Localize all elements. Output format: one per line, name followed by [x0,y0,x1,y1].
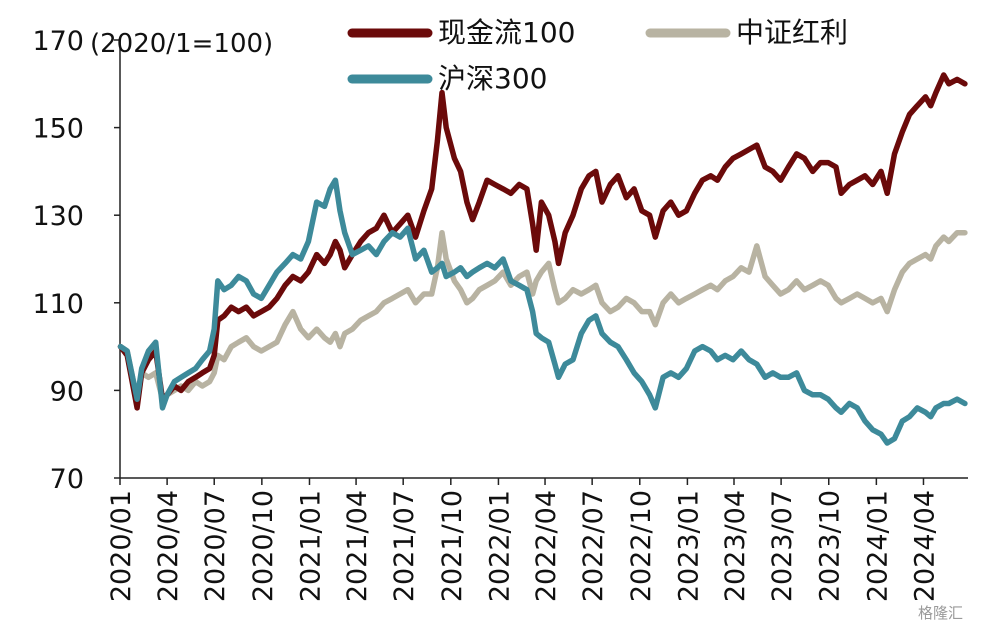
x-tick-label: 2020/07 [200,490,231,602]
watermark: 格隆汇 [918,604,963,622]
y-axis-note: (2020/1=100) [90,29,273,59]
x-tick-label: 2023/01 [673,490,704,602]
y-tick-label: 90 [50,376,84,407]
x-tick-label: 2022/10 [626,490,657,602]
x-tick-label: 2023/10 [815,490,846,602]
series-line-cashflow [117,72,968,411]
x-tick-label: 2020/10 [248,490,279,602]
legend-item-dividend: 中证红利 [645,16,848,49]
x-tick-label: 2024/01 [862,490,893,602]
x-tick-label: 2021/07 [389,490,420,602]
x-tick-label: 2021/10 [437,490,468,602]
x-tick-label: 2021/04 [342,490,373,602]
y-tick-label: 70 [50,464,84,495]
legend: 现金流100 中证红利 沪深300 [347,16,848,95]
y-tick-label: 170 [32,26,84,57]
series-group [117,72,968,446]
legend-label-csi300: 沪深300 [438,62,547,95]
series-line-csi300 [117,177,968,446]
x-tick-label: 2023/04 [720,490,751,602]
x-tick-label: 2020/01 [106,490,137,602]
x-tick-label: 2021/01 [295,490,326,602]
x-ticks: 2020/01 2020/04 2020/07 2020/10 2021/01 2021/… [106,478,940,602]
x-tick-label: 2024/04 [909,490,940,602]
y-tick-label: 150 [32,114,84,145]
x-tick-label: 2023/07 [767,490,798,602]
y-ticks: 70 90 110 130 150 170 [32,26,120,495]
legend-label-cashflow: 现金流100 [438,16,575,49]
series-line-dividend [117,229,968,402]
x-tick-label: 2020/04 [153,490,184,602]
legend-label-dividend: 中证红利 [736,16,848,49]
x-tick-label: 2022/01 [484,490,515,602]
legend-item-cashflow: 现金流100 [347,16,575,49]
y-tick-label: 130 [32,201,84,232]
x-tick-label: 2022/07 [578,490,609,602]
legend-item-csi300: 沪深300 [347,62,547,95]
y-tick-label: 110 [32,289,84,320]
x-tick-label: 2022/04 [531,490,562,602]
